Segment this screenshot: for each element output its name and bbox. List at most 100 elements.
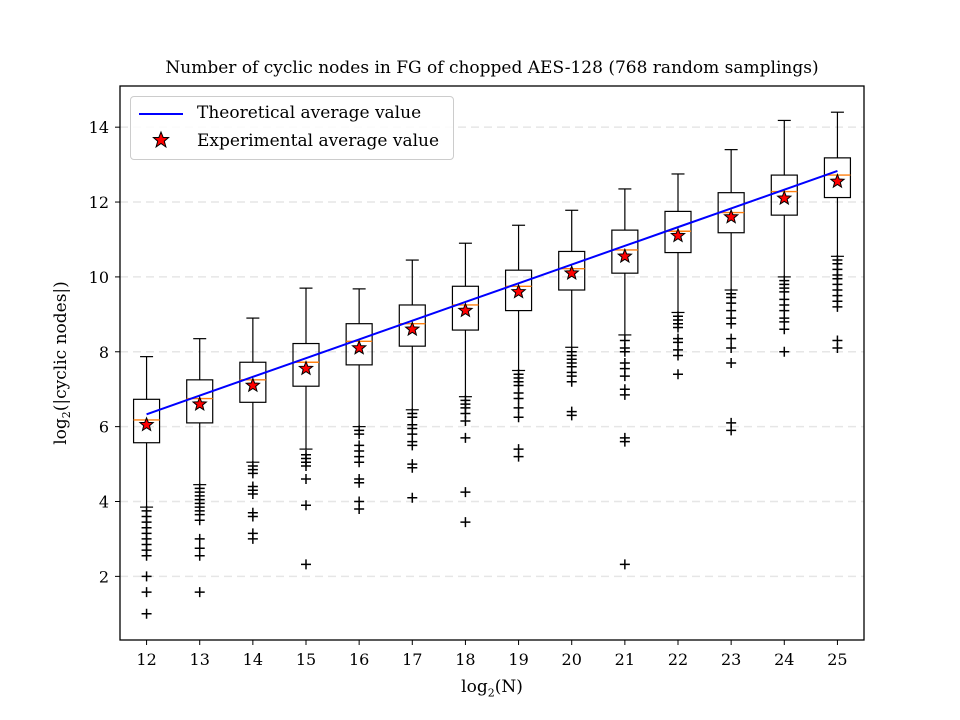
experimental-star xyxy=(510,283,527,299)
flier-point xyxy=(194,533,205,544)
y-axis-label-subscript: 2 xyxy=(60,411,74,419)
y-axis-label-suffix: (|cyclic nodes|) xyxy=(50,281,71,412)
experimental-stars xyxy=(138,173,846,432)
x-tick-label: 16 xyxy=(349,650,369,669)
x-axis-label-subscript: 2 xyxy=(487,686,495,700)
box-body xyxy=(451,285,480,331)
flier-point xyxy=(194,550,205,561)
flier-point xyxy=(779,324,790,335)
flier-point xyxy=(354,457,365,468)
flier-point xyxy=(141,608,152,619)
box-plots xyxy=(132,111,852,619)
x-tick-label: 14 xyxy=(243,650,263,669)
x-tick-label: 15 xyxy=(296,650,316,669)
experimental-star xyxy=(723,208,740,224)
flier-point xyxy=(513,402,524,413)
flier-point xyxy=(619,436,630,447)
y-tick-label: 6 xyxy=(99,418,109,437)
experimental-star xyxy=(670,227,686,243)
box-body xyxy=(558,250,586,291)
experimental-star xyxy=(138,416,155,432)
flier-point xyxy=(673,350,683,361)
flier-point xyxy=(194,587,205,598)
legend-entry-experimental: Experimental average value xyxy=(131,128,453,156)
flier-point xyxy=(726,343,737,354)
flier-point xyxy=(726,333,737,344)
x-tick-label: 19 xyxy=(508,650,528,669)
legend-label-experimental: Experimental average value xyxy=(197,131,440,151)
experimental-star xyxy=(616,247,633,264)
flier-point xyxy=(301,559,311,570)
flier-point xyxy=(460,487,471,498)
x-tick-label: 12 xyxy=(136,650,156,669)
flier-point xyxy=(619,371,630,382)
flier-point xyxy=(354,477,365,488)
flier-point xyxy=(566,376,577,387)
flier-point xyxy=(301,474,311,485)
experimental-star xyxy=(563,264,580,280)
flier-point xyxy=(247,489,258,500)
x-tick-label: 13 xyxy=(190,650,210,669)
x-tick-label: 24 xyxy=(774,650,794,669)
flier-point xyxy=(779,346,790,357)
y-axis-label: log2(|cyclic nodes|) xyxy=(51,281,73,445)
theory-line-layer xyxy=(146,170,838,416)
flier-point xyxy=(726,358,737,368)
legend: Theoretical average value Experimental a… xyxy=(130,96,454,160)
experimental-star xyxy=(191,395,208,411)
flier-point xyxy=(673,369,683,380)
x-tick-label: 18 xyxy=(455,650,475,669)
y-tick-label: 14 xyxy=(89,118,109,137)
plot-frame xyxy=(119,85,865,641)
flier-point xyxy=(513,451,524,462)
flier-point xyxy=(619,559,630,570)
flier-point xyxy=(354,429,365,440)
flier-point xyxy=(832,343,843,354)
x-tick-label: 25 xyxy=(827,650,847,669)
experimental-star xyxy=(404,320,421,337)
box-body xyxy=(292,342,320,387)
flier-point xyxy=(513,412,524,423)
x-axis-label-prefix: log xyxy=(461,677,488,697)
legend-entry-theoretical: Theoretical average value xyxy=(131,100,453,128)
y-tick-label: 10 xyxy=(89,268,109,287)
flier-point xyxy=(247,468,258,479)
flier-point xyxy=(460,517,471,528)
experimental-star xyxy=(776,189,793,206)
flier-point xyxy=(407,440,418,451)
y-tick-label: 12 xyxy=(89,193,109,212)
box-body xyxy=(132,398,161,444)
box-body xyxy=(186,379,214,424)
experimental-star xyxy=(244,377,261,393)
flier-point xyxy=(460,432,471,443)
x-tick-label: 17 xyxy=(402,650,422,669)
box-body xyxy=(504,269,533,312)
y-tick-label: 2 xyxy=(99,567,109,586)
flier-point xyxy=(673,322,683,333)
flier-point xyxy=(194,515,205,526)
flier-point xyxy=(407,492,418,503)
x-tick-label: 23 xyxy=(721,650,741,669)
flier-point xyxy=(619,389,630,400)
legend-line-swatch xyxy=(139,113,183,115)
flier-point xyxy=(247,511,258,522)
legend-label-theoretical: Theoretical average value xyxy=(197,103,422,123)
flier-point xyxy=(726,318,737,329)
flier-point xyxy=(141,550,152,561)
theory-line xyxy=(146,170,838,416)
experimental-star xyxy=(829,173,846,189)
flier-point xyxy=(460,416,471,427)
grid-lines xyxy=(120,126,864,578)
flier-point xyxy=(832,301,843,312)
flier-point xyxy=(301,460,311,471)
x-axis-label-suffix: (N) xyxy=(494,677,523,697)
flier-point xyxy=(247,533,258,544)
x-tick-label: 21 xyxy=(615,650,635,669)
flier-point xyxy=(141,587,152,598)
experimental-star xyxy=(351,339,368,355)
flier-point xyxy=(726,425,737,436)
star-icon xyxy=(152,130,170,149)
experimental-star xyxy=(457,302,474,318)
